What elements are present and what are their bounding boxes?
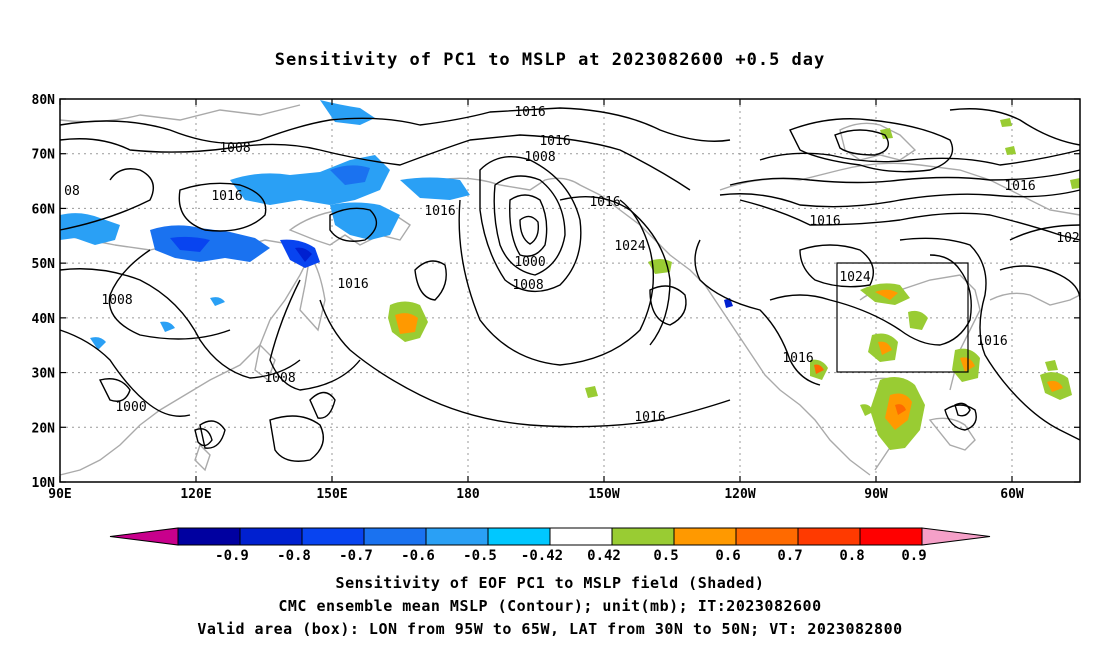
contour-label: 1000 bbox=[514, 255, 545, 270]
colorbar-segment bbox=[673, 527, 737, 546]
contour-label: 1016 bbox=[809, 214, 840, 229]
colorbar-segment bbox=[859, 527, 923, 546]
colorbar-segment bbox=[177, 527, 241, 546]
colorbar-tick-label: 0.6 bbox=[715, 548, 740, 564]
latitude-label: 30N bbox=[32, 367, 56, 382]
longitude-label: 120E bbox=[180, 487, 211, 502]
longitude-labels: 90E 120E 150E 180 150W 120W 90W 60W bbox=[48, 487, 1024, 502]
colorbar-segment bbox=[363, 527, 427, 546]
contour-label: 1008 bbox=[219, 141, 250, 156]
latitude-label: 80N bbox=[32, 93, 56, 108]
colorbar: -0.9 -0.8 -0.7 -0.6 -0.5 -0.42 0.42 0.5 0.6 0.7 0.… bbox=[109, 527, 991, 564]
map-title: Sensitivity of PC1 to MSLP at 2023082600… bbox=[274, 50, 826, 70]
caption-line-2: CMC ensemble mean MSLP (Contour); unit(m… bbox=[278, 597, 822, 615]
latitude-label: 50N bbox=[32, 257, 56, 272]
contour-label: 1016 bbox=[1004, 179, 1035, 194]
longitude-label: 120W bbox=[724, 487, 755, 502]
contour-label: 1016 bbox=[424, 204, 455, 219]
latitude-label: 10N bbox=[32, 476, 56, 491]
contour-label: 1016 bbox=[782, 351, 813, 366]
colorbar-tick-label: 0.9 bbox=[901, 548, 926, 564]
longitude-label: 90E bbox=[48, 487, 71, 502]
contour-label: 08 bbox=[64, 184, 80, 199]
axis-ticks bbox=[59, 98, 1080, 483]
contour-label: 1008 bbox=[512, 278, 543, 293]
contour-label: 1008 bbox=[101, 293, 132, 308]
colorbar-tick-label: -0.7 bbox=[339, 548, 373, 564]
colorbar-tick-label: 0.5 bbox=[653, 548, 678, 564]
contour-label: 1016 bbox=[976, 334, 1007, 349]
colorbar-segment bbox=[487, 527, 551, 546]
longitude-label: 150W bbox=[588, 487, 619, 502]
map-frame bbox=[59, 98, 1081, 483]
colorbar-segment bbox=[425, 527, 489, 546]
colorbar-tick-label: 0.42 bbox=[587, 548, 621, 564]
sensitivity-shading bbox=[60, 100, 1080, 450]
contour-label: 1016 bbox=[634, 410, 665, 425]
longitude-label: 90W bbox=[864, 487, 888, 502]
contour-label: 1000 bbox=[115, 400, 146, 415]
contour-label: 1016 bbox=[589, 195, 620, 210]
colorbar-segment bbox=[611, 527, 675, 546]
colorbar-segment bbox=[797, 527, 861, 546]
colorbar-high-triangle bbox=[921, 527, 991, 546]
contour-label: 1016 bbox=[514, 105, 545, 120]
contour-label: 1008 bbox=[264, 371, 295, 386]
longitude-label: 150E bbox=[316, 487, 347, 502]
colorbar-segment bbox=[549, 527, 613, 546]
contour-label: 1024 bbox=[839, 270, 870, 285]
caption-line-3: Valid area (box): LON from 95W to 65W, L… bbox=[197, 620, 903, 638]
contour-labels: 1016 1016 1008 1016 1016 1024 1000 1008 … bbox=[64, 105, 1080, 425]
colorbar-tick-label: 0.8 bbox=[839, 548, 864, 564]
contour-label: 1016 bbox=[337, 277, 368, 292]
caption-line-1: Sensitivity of EOF PC1 to MSLP field (Sh… bbox=[335, 574, 765, 592]
latitude-label: 60N bbox=[32, 202, 56, 217]
colorbar-tick-label: -0.42 bbox=[521, 548, 563, 564]
colorbar-tick-label: -0.8 bbox=[277, 548, 311, 564]
contour-label: 1016 bbox=[211, 189, 242, 204]
contour-label: 1016 bbox=[539, 134, 570, 149]
colorbar-tick-label: -0.6 bbox=[401, 548, 435, 564]
latitude-label: 20N bbox=[32, 421, 56, 436]
colorbar-segment bbox=[239, 527, 303, 546]
colorbar-low-triangle bbox=[109, 527, 179, 546]
colorbar-segment bbox=[301, 527, 365, 546]
longitude-label: 180 bbox=[456, 487, 480, 502]
contour-label: 102 bbox=[1056, 231, 1079, 246]
colorbar-tick-label: -0.5 bbox=[463, 548, 497, 564]
latitude-labels: 80N 70N 60N 50N 40N 30N 20N 10N bbox=[32, 93, 56, 491]
longitude-label: 60W bbox=[1000, 487, 1024, 502]
contour-label: 1008 bbox=[524, 150, 555, 165]
colorbar-segment bbox=[735, 527, 799, 546]
gridlines bbox=[60, 99, 1080, 482]
colorbar-tick-label: 0.7 bbox=[777, 548, 802, 564]
latitude-label: 40N bbox=[32, 312, 56, 327]
latitude-label: 70N bbox=[32, 148, 56, 163]
contour-label: 1024 bbox=[614, 239, 645, 254]
valid-area-box bbox=[836, 262, 969, 373]
colorbar-tick-label: -0.9 bbox=[215, 548, 249, 564]
mslp-contours bbox=[59, 107, 1081, 462]
